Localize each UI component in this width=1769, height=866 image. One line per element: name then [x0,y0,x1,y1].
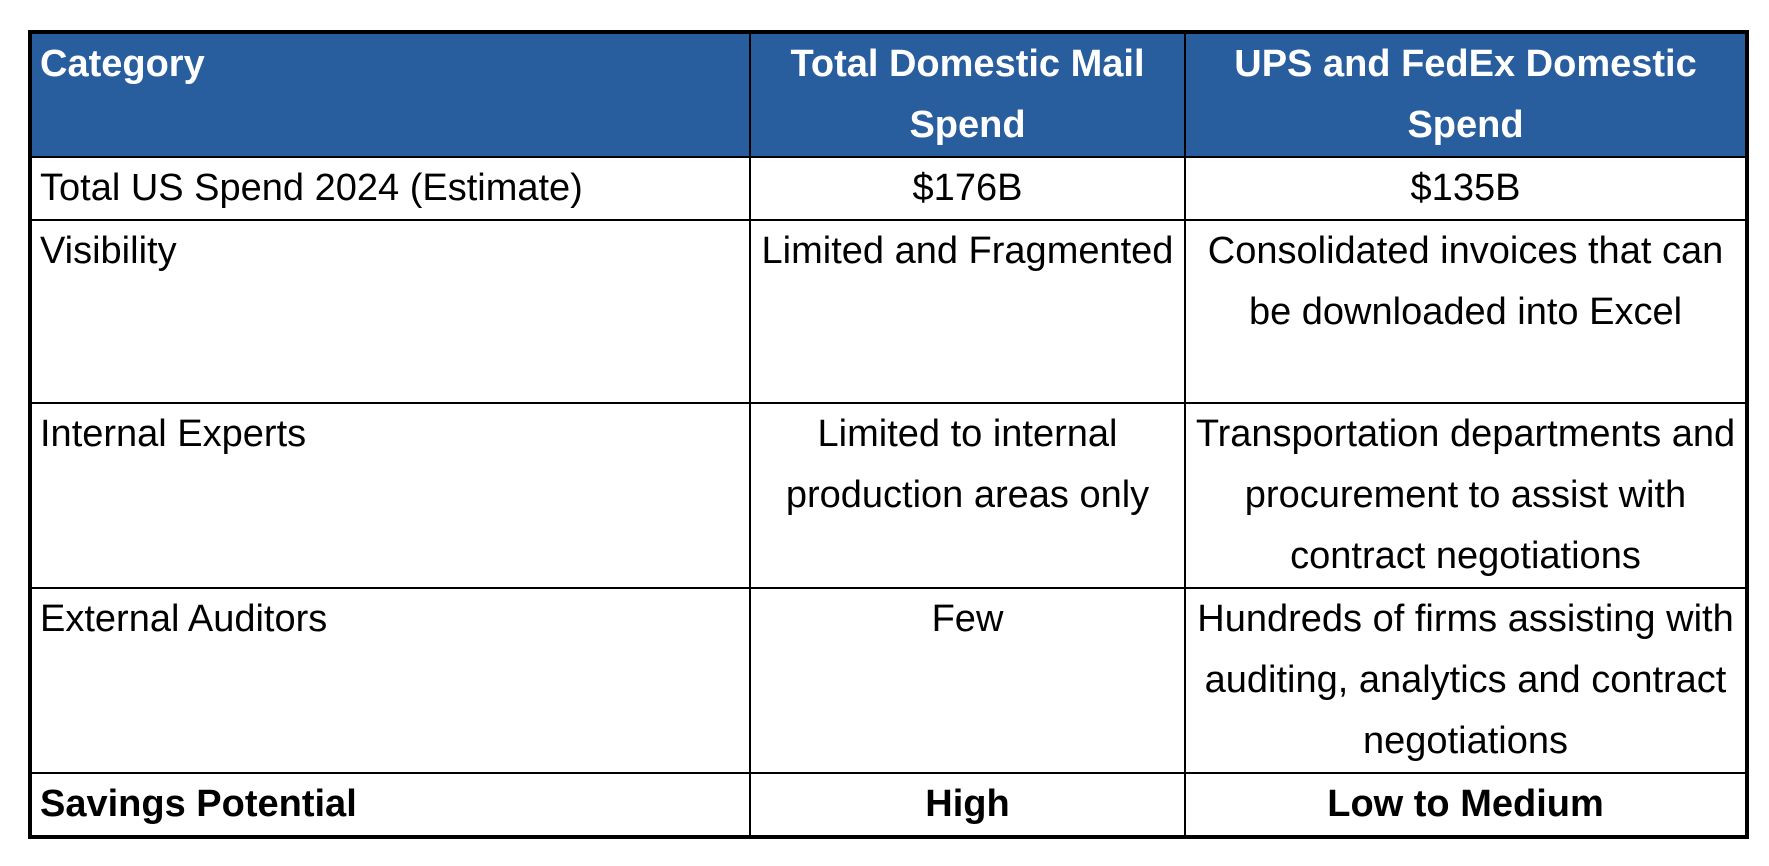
mail-spend-cell: High [749,772,1186,838]
table-row: Savings Potential High Low to Medium [29,772,1748,838]
mail-spend-cell: Limited to internal production areas onl… [749,402,1186,589]
table-row: Total US Spend 2024 (Estimate) $176B $13… [29,156,1748,221]
header-category: Category [29,31,751,158]
header-total-domestic-mail-spend: Total Domestic Mail Spend [749,31,1186,158]
table-row: Internal Experts Limited to internal pro… [29,402,1748,589]
comparison-table: Category Total Domestic Mail Spend UPS a… [28,30,1749,839]
mail-spend-cell: Limited and Fragmented [749,219,1186,404]
row-category-cell: Internal Experts [29,402,751,589]
row-category-cell: Total US Spend 2024 (Estimate) [29,156,751,221]
mail-spend-cell: Few [749,587,1186,774]
ups-fedex-spend-cell: Transportation departments and procureme… [1184,402,1748,589]
table-header-row: Category Total Domestic Mail Spend UPS a… [29,31,1748,158]
row-category-cell: Visibility [29,219,751,404]
comparison-table-container: Category Total Domestic Mail Spend UPS a… [28,30,1749,839]
mail-spend-cell: $176B [749,156,1186,221]
row-category-cell: Savings Potential [29,772,751,838]
table-row: External Auditors Few Hundreds of firms … [29,587,1748,774]
header-ups-fedex-domestic-spend: UPS and FedEx Domestic Spend [1184,31,1748,158]
ups-fedex-spend-cell: $135B [1184,156,1748,221]
table-row: Visibility Limited and Fragmented Consol… [29,219,1748,404]
ups-fedex-spend-cell: Low to Medium [1184,772,1748,838]
row-category-cell: External Auditors [29,587,751,774]
ups-fedex-spend-cell: Hundreds of firms assisting with auditin… [1184,587,1748,774]
ups-fedex-spend-cell: Consolidated invoices that can be downlo… [1184,219,1748,404]
